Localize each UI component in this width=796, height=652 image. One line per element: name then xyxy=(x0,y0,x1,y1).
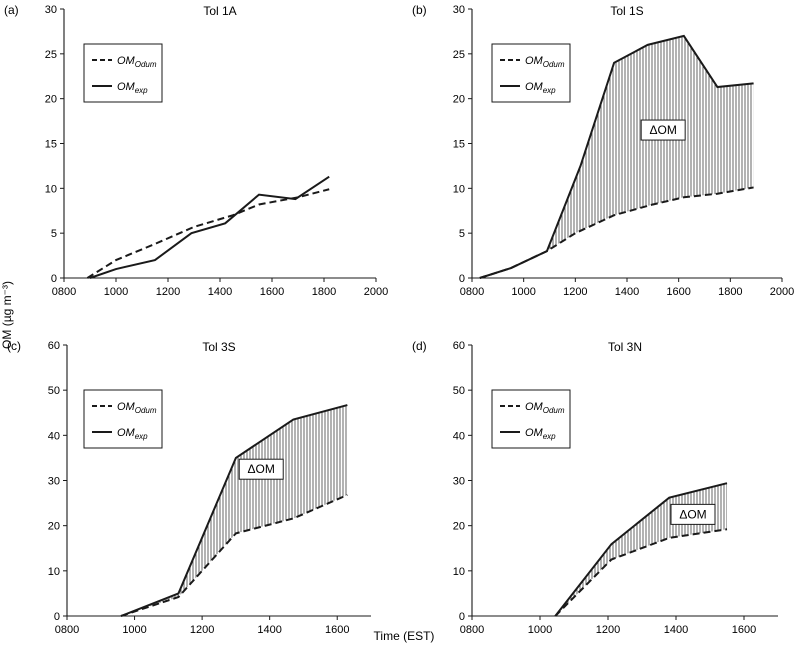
series-line-om-odum xyxy=(120,494,348,617)
y-tick-label: 10 xyxy=(453,566,465,578)
y-tick-label: 40 xyxy=(48,430,60,442)
panel-tol-3s: 0 10 20 30 40 50 60 0800 1000 1200 1400 1600 (c) Tol … xyxy=(7,339,371,636)
panel-title: Tol 1S xyxy=(610,4,643,18)
series-line-om-exp xyxy=(120,404,348,617)
y-tick-label: 20 xyxy=(453,521,465,533)
delta-om-shading xyxy=(555,483,727,616)
x-tick-label: 1200 xyxy=(563,286,587,298)
series-line-om-exp xyxy=(89,175,330,279)
y-tick-label: 0 xyxy=(459,611,465,623)
x-tick-label: 1600 xyxy=(732,624,756,636)
y-tick-label: 5 xyxy=(459,228,465,240)
panel-tol-3n: 0 10 20 30 40 50 60 0800 1000 1200 1400 1600 (d) Tol … xyxy=(412,339,778,636)
x-tick-label: 1200 xyxy=(190,624,214,636)
panel-label: (a) xyxy=(4,3,19,17)
x-tick-label: 1400 xyxy=(664,624,688,636)
x-tick-label: 0800 xyxy=(460,286,484,298)
legend-box xyxy=(83,389,163,449)
y-tick-label: 5 xyxy=(51,228,57,240)
delta-om-box xyxy=(640,119,686,141)
panel-label: (b) xyxy=(412,3,427,17)
x-tick-label: 1200 xyxy=(156,286,180,298)
delta-om-shading xyxy=(479,35,754,279)
y-tick-label: 25 xyxy=(45,49,57,61)
legend-box xyxy=(83,43,163,103)
x-tick-label: 2000 xyxy=(364,286,388,298)
y-tick-label: 30 xyxy=(48,476,60,488)
x-tick-label: 1200 xyxy=(596,624,620,636)
delta-om-shading xyxy=(121,405,348,616)
delta-om-label: ΔOM xyxy=(679,507,706,521)
panel-label: (d) xyxy=(412,339,427,353)
y-tick-label: 40 xyxy=(453,430,465,442)
x-tick-label: 1800 xyxy=(312,286,336,298)
y-tick-label: 60 xyxy=(453,340,465,352)
y-tick-label: 50 xyxy=(48,385,60,397)
y-tick-label: 50 xyxy=(453,385,465,397)
y-tick-label: 30 xyxy=(453,4,465,16)
x-tick-label: 2000 xyxy=(770,286,794,298)
y-tick-label: 10 xyxy=(48,566,60,578)
x-axis-label: Time (EST) xyxy=(374,629,435,643)
x-tick-label: 1000 xyxy=(122,624,146,636)
delta-om-box xyxy=(238,458,284,480)
y-tick-label: 60 xyxy=(48,340,60,352)
y-tick-label: 10 xyxy=(45,183,57,195)
x-tick-label: 0800 xyxy=(460,624,484,636)
x-tick-label: 1600 xyxy=(666,286,690,298)
panel-title: Tol 1A xyxy=(203,4,236,18)
delta-om-box xyxy=(670,503,716,525)
panel-title: Tol 3N xyxy=(608,340,642,354)
panel-title: Tol 3S xyxy=(202,340,235,354)
y-tick-label: 30 xyxy=(45,4,57,16)
legend-box xyxy=(491,389,571,449)
x-tick-label: 1000 xyxy=(511,286,535,298)
delta-om-label: ΔOM xyxy=(649,123,676,137)
x-tick-label: 1600 xyxy=(325,624,349,636)
y-tick-label: 0 xyxy=(51,273,57,285)
y-tick-label: 30 xyxy=(453,476,465,488)
y-tick-label: 25 xyxy=(453,49,465,61)
series-line-om-odum xyxy=(86,188,330,279)
x-tick-label: 0800 xyxy=(55,624,79,636)
y-tick-label: 20 xyxy=(48,521,60,533)
y-tick-label: 20 xyxy=(45,94,57,106)
y-axis-label: OM (µg m⁻³) xyxy=(0,281,14,349)
y-tick-label: 20 xyxy=(453,94,465,106)
panel-tol-1a: 0 5 10 15 20 25 30 0800 1000 1200 1400 1600 1800 2000… xyxy=(4,3,388,298)
x-tick-label: 0800 xyxy=(52,286,76,298)
y-tick-label: 15 xyxy=(453,139,465,151)
series-line-om-exp xyxy=(554,482,728,617)
y-tick-label: 10 xyxy=(453,183,465,195)
series-line-om-exp xyxy=(479,34,754,279)
x-tick-label: 1800 xyxy=(718,286,742,298)
legend-box xyxy=(491,43,571,103)
panel-tol-1s: 0 5 10 15 20 25 30 0800 1000 1200 1400 1600 1800 2000… xyxy=(412,3,794,298)
x-tick-label: 1400 xyxy=(257,624,281,636)
y-tick-label: 15 xyxy=(45,139,57,151)
x-tick-label: 1000 xyxy=(528,624,552,636)
series-line-om-odum xyxy=(554,528,728,617)
x-tick-label: 1600 xyxy=(260,286,284,298)
panel-label: (c) xyxy=(7,339,21,353)
x-tick-label: 1000 xyxy=(104,286,128,298)
x-tick-label: 1400 xyxy=(208,286,232,298)
x-tick-label: 1400 xyxy=(615,286,639,298)
delta-om-label: ΔOM xyxy=(248,462,275,476)
y-tick-label: 0 xyxy=(54,611,60,623)
y-tick-label: 0 xyxy=(459,273,465,285)
